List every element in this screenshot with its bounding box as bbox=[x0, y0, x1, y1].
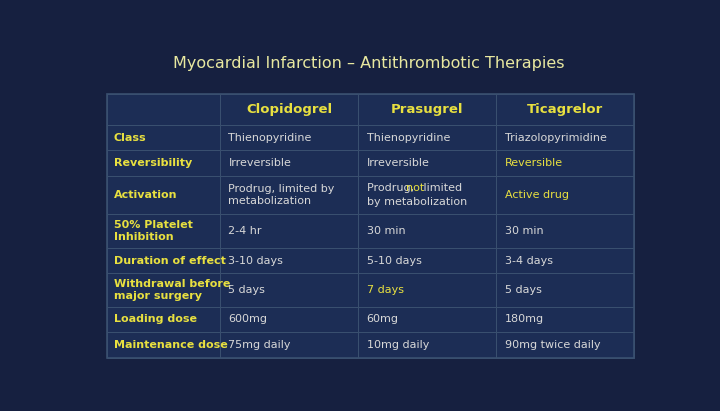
Text: Irreversible: Irreversible bbox=[228, 158, 292, 168]
Text: 2-4 hr: 2-4 hr bbox=[228, 226, 262, 236]
Bar bbox=[359, 307, 496, 332]
Bar bbox=[107, 94, 634, 358]
Text: Duration of effect: Duration of effect bbox=[114, 256, 225, 266]
Text: Activation: Activation bbox=[114, 190, 177, 200]
Bar bbox=[107, 176, 220, 215]
Bar bbox=[220, 150, 359, 176]
Bar bbox=[496, 176, 634, 215]
Text: 30 min: 30 min bbox=[366, 226, 405, 236]
Bar bbox=[359, 332, 496, 358]
Text: Thienopyridine: Thienopyridine bbox=[228, 133, 312, 143]
Bar bbox=[496, 273, 634, 307]
Bar bbox=[496, 248, 634, 273]
Bar bbox=[496, 94, 634, 125]
Text: 75mg daily: 75mg daily bbox=[228, 340, 291, 350]
Text: 5 days: 5 days bbox=[228, 285, 265, 295]
Bar bbox=[496, 307, 634, 332]
Bar bbox=[220, 332, 359, 358]
Text: Loading dose: Loading dose bbox=[114, 314, 197, 325]
Text: Maintenance dose: Maintenance dose bbox=[114, 340, 228, 350]
Text: Reversible: Reversible bbox=[505, 158, 563, 168]
Text: Irreversible: Irreversible bbox=[366, 158, 429, 168]
Text: 90mg twice daily: 90mg twice daily bbox=[505, 340, 600, 350]
Text: 60mg: 60mg bbox=[366, 314, 399, 325]
Bar bbox=[359, 176, 496, 215]
Text: Prodrug,: Prodrug, bbox=[366, 183, 417, 193]
Bar bbox=[496, 332, 634, 358]
Bar bbox=[220, 307, 359, 332]
Text: Clopidogrel: Clopidogrel bbox=[246, 103, 332, 116]
Bar bbox=[359, 125, 496, 150]
Bar bbox=[496, 125, 634, 150]
Bar bbox=[220, 273, 359, 307]
Bar bbox=[220, 248, 359, 273]
Text: not: not bbox=[406, 183, 424, 193]
Bar bbox=[359, 150, 496, 176]
Bar bbox=[107, 150, 220, 176]
Text: 50% Platelet
Inhibition: 50% Platelet Inhibition bbox=[114, 220, 192, 242]
Text: Myocardial Infarction – Antithrombotic Therapies: Myocardial Infarction – Antithrombotic T… bbox=[174, 56, 564, 71]
Text: Withdrawal before
major surgery: Withdrawal before major surgery bbox=[114, 279, 230, 301]
Text: 600mg: 600mg bbox=[228, 314, 267, 325]
Text: 5-10 days: 5-10 days bbox=[366, 256, 421, 266]
Text: Active drug: Active drug bbox=[505, 190, 569, 200]
Bar bbox=[359, 248, 496, 273]
Text: 10mg daily: 10mg daily bbox=[366, 340, 429, 350]
Text: 5 days: 5 days bbox=[505, 285, 541, 295]
Bar bbox=[496, 215, 634, 248]
Text: by metabolization: by metabolization bbox=[366, 197, 467, 208]
Bar bbox=[107, 332, 220, 358]
Bar bbox=[359, 94, 496, 125]
Bar bbox=[220, 94, 359, 125]
Bar bbox=[107, 307, 220, 332]
Bar bbox=[107, 94, 220, 125]
Bar bbox=[359, 215, 496, 248]
Text: 3-10 days: 3-10 days bbox=[228, 256, 283, 266]
Bar bbox=[107, 248, 220, 273]
Bar bbox=[220, 176, 359, 215]
Bar bbox=[220, 125, 359, 150]
Bar bbox=[107, 273, 220, 307]
Bar bbox=[359, 273, 496, 307]
Text: Triazolopyrimidine: Triazolopyrimidine bbox=[505, 133, 606, 143]
Text: Thienopyridine: Thienopyridine bbox=[366, 133, 450, 143]
Bar bbox=[220, 215, 359, 248]
Text: Ticagrelor: Ticagrelor bbox=[527, 103, 603, 116]
Text: 3-4 days: 3-4 days bbox=[505, 256, 553, 266]
Text: limited: limited bbox=[420, 183, 462, 193]
Text: Reversibility: Reversibility bbox=[114, 158, 192, 168]
Text: Prasugrel: Prasugrel bbox=[391, 103, 464, 116]
Bar bbox=[107, 125, 220, 150]
Text: Class: Class bbox=[114, 133, 146, 143]
Bar bbox=[107, 215, 220, 248]
Bar bbox=[496, 150, 634, 176]
Text: Prodrug, limited by
metabolization: Prodrug, limited by metabolization bbox=[228, 185, 335, 206]
Text: 30 min: 30 min bbox=[505, 226, 544, 236]
Text: 180mg: 180mg bbox=[505, 314, 544, 325]
Text: 7 days: 7 days bbox=[366, 285, 403, 295]
